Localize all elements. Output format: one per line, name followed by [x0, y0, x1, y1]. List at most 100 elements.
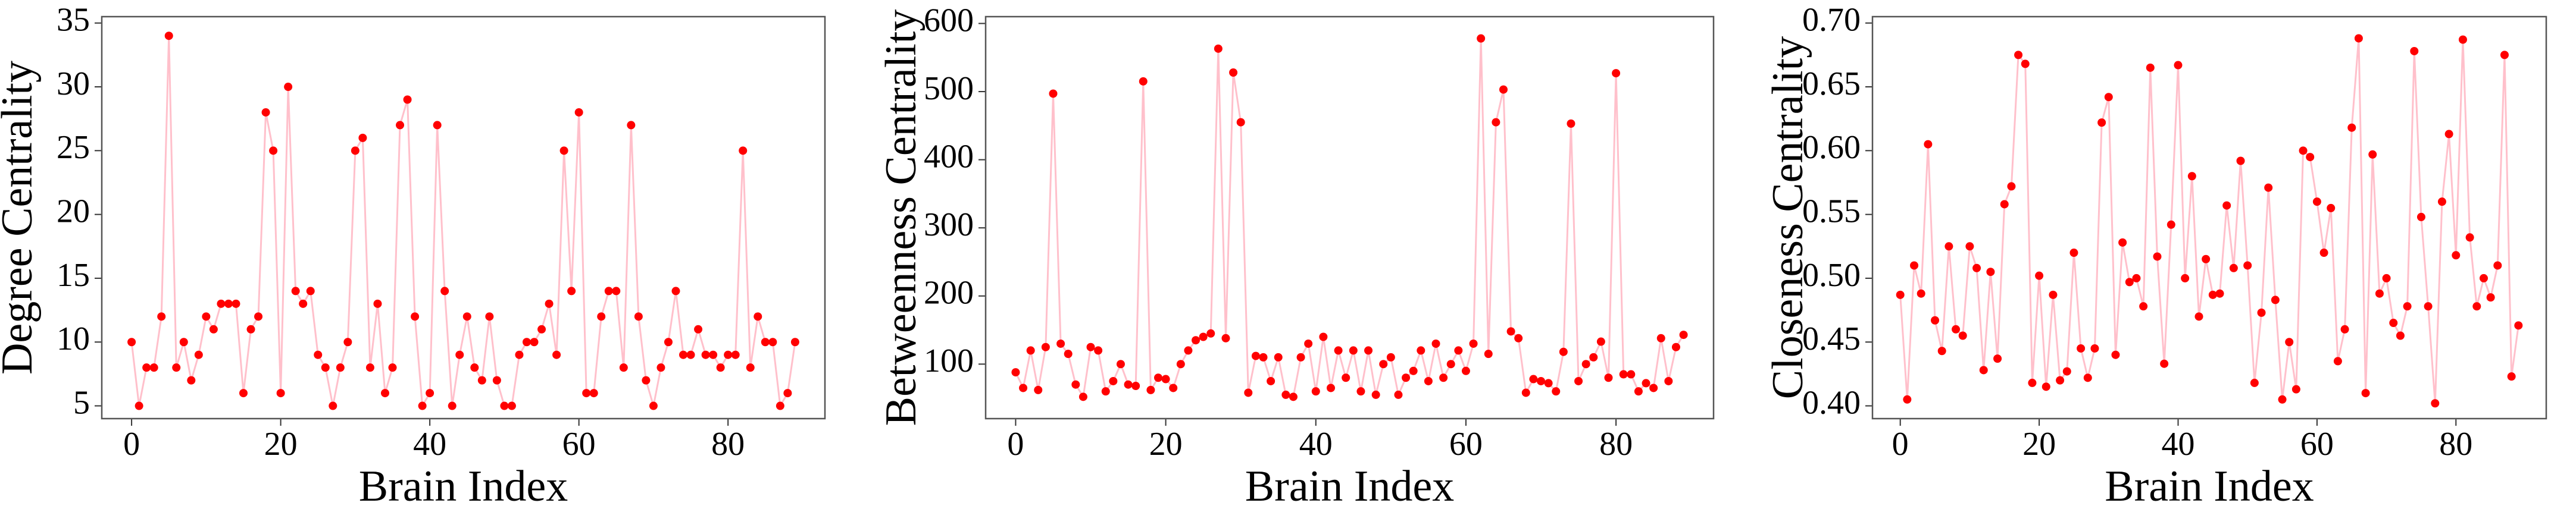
data-point: [1109, 376, 1118, 385]
x-tick-label: 0: [1007, 426, 1024, 463]
data-point: [619, 363, 628, 372]
data-point: [2306, 153, 2315, 162]
data-point: [1544, 379, 1553, 388]
data-point: [1574, 376, 1583, 385]
data-point: [1439, 373, 1448, 382]
data-point: [1454, 346, 1463, 355]
x-axis-label: Brain Index: [1245, 462, 1454, 509]
data-point: [1469, 339, 1478, 348]
data-point: [2493, 261, 2502, 270]
data-point: [179, 338, 188, 347]
data-point: [485, 312, 494, 321]
x-tick-label: 40: [1299, 426, 1333, 463]
data-point: [1319, 332, 1328, 341]
subplot: 5 10 15 20 25 30 35 0 20 40 60 80 Brain Index Degree …: [0, 2, 826, 509]
data-point: [276, 389, 285, 398]
data-point: [642, 376, 651, 385]
x-tick-label: 40: [413, 426, 446, 463]
data-point: [552, 350, 561, 359]
subplot: 100 200 300 400 500 600 0 20 40 60 80 Brain Index Be…: [877, 2, 1715, 509]
data-point: [500, 401, 509, 410]
data-point: [232, 299, 240, 308]
data-point: [2403, 302, 2412, 311]
data-point: [1917, 289, 1925, 298]
data-point: [2222, 201, 2231, 210]
data-point: [164, 32, 173, 40]
data-point: [1612, 69, 1621, 78]
data-point: [1124, 380, 1133, 389]
data-point: [1011, 368, 1020, 377]
data-point: [634, 312, 643, 321]
data-point: [358, 133, 367, 142]
data-point: [462, 312, 471, 321]
data-point: [1671, 343, 1680, 351]
data-point: [448, 401, 457, 410]
data-point: [761, 338, 770, 347]
data-point: [1642, 379, 1650, 388]
data-point: [2077, 344, 2086, 353]
y-tick-label: 0.45: [1802, 321, 1861, 357]
y-tick-label: 400: [924, 138, 974, 175]
data-point: [739, 146, 748, 155]
data-point: [426, 389, 434, 398]
data-point: [2479, 274, 2488, 282]
data-point: [2069, 249, 2078, 257]
data-point: [1221, 334, 1230, 343]
data-point: [1499, 85, 1508, 94]
data-point: [656, 363, 665, 372]
data-point: [2236, 156, 2245, 165]
data-point: [2486, 293, 2495, 302]
data-point: [1386, 353, 1395, 362]
data-point: [1049, 89, 1058, 98]
data-point: [1056, 339, 1065, 348]
y-tick-label: 500: [924, 70, 974, 107]
data-point: [224, 299, 233, 308]
data-point: [768, 338, 777, 347]
x-axis-label: Brain Index: [359, 462, 568, 509]
data-point: [291, 287, 300, 296]
data-point: [1334, 346, 1343, 355]
subplot: 0.40 0.45 0.50 0.55 0.60 0.65 0.70 0 20 40 60 80 Bra…: [1764, 2, 2547, 509]
data-point: [1402, 373, 1411, 382]
data-point: [299, 299, 308, 308]
data-point: [1304, 339, 1313, 348]
data-point: [1146, 385, 1155, 394]
data-point: [1169, 384, 1178, 392]
data-point: [1627, 370, 1636, 379]
y-tick-label: 200: [924, 275, 974, 312]
data-point: [2327, 203, 2336, 212]
data-point: [2167, 220, 2175, 229]
data-point: [2444, 130, 2453, 139]
data-point: [1896, 290, 1905, 299]
x-tick-label: 20: [2022, 426, 2056, 463]
y-tick-label: 25: [57, 129, 90, 166]
y-tick-label: 10: [57, 321, 90, 357]
data-point: [1259, 353, 1268, 362]
data-point: [1537, 376, 1546, 385]
data-point: [492, 376, 501, 385]
data-point: [2416, 212, 2425, 221]
data-point: [1251, 351, 1260, 360]
data-point: [1965, 242, 1974, 251]
data-point: [2021, 59, 2030, 68]
data-point: [604, 287, 613, 296]
y-tick-label: 0.50: [1802, 257, 1861, 294]
data-point: [2257, 308, 2266, 317]
data-point: [2271, 296, 2280, 304]
data-point: [2437, 197, 2446, 206]
data-point: [388, 363, 397, 372]
data-point: [627, 121, 636, 130]
data-point: [380, 389, 389, 398]
y-tick-label: 0.55: [1802, 193, 1861, 230]
data-point: [754, 312, 762, 321]
data-point: [172, 363, 181, 372]
data-point: [1267, 376, 1276, 385]
data-point: [2500, 51, 2509, 59]
y-tick-label: 20: [57, 193, 90, 230]
data-point: [1281, 390, 1290, 399]
data-point: [1924, 140, 1933, 149]
data-point: [1944, 242, 1953, 251]
data-point: [2382, 274, 2391, 282]
data-point: [1153, 373, 1162, 382]
data-point: [1094, 346, 1103, 355]
